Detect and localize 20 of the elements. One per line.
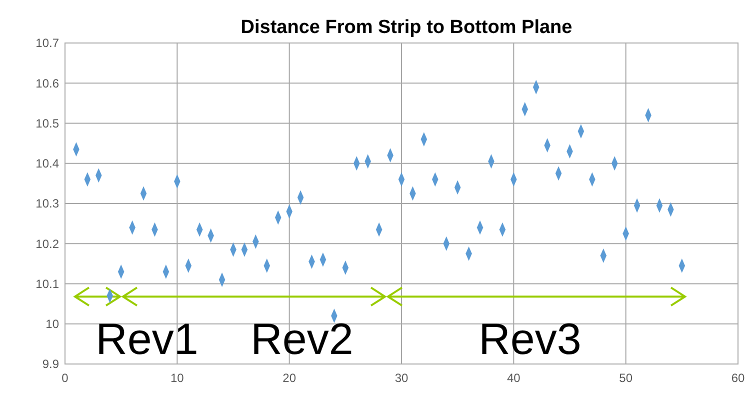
y-tick-label: 10.4 <box>36 156 60 171</box>
y-tick-label: 10.5 <box>36 116 60 130</box>
x-tick-label: 0 <box>62 371 69 385</box>
y-tick-label: 10.1 <box>36 276 60 291</box>
annotation: Rev2 <box>250 314 354 364</box>
y-tick-label: 10.6 <box>36 76 60 90</box>
x-tick-label: 10 <box>170 371 184 385</box>
x-tick-label: 30 <box>394 371 408 385</box>
x-tick-label: 40 <box>506 371 521 385</box>
x-tick-label: 20 <box>282 371 296 385</box>
y-tick-label: 9.9 <box>42 357 60 372</box>
annotation: Rev1 <box>96 314 198 364</box>
y-tick-label: 10.2 <box>36 236 60 251</box>
y-tick-label: 10.7 <box>36 36 60 50</box>
chart-title: Distance From Strip to Bottom Plane <box>240 17 572 38</box>
y-tick-label: 10.3 <box>36 196 60 211</box>
annotation: Rev3 <box>478 314 582 364</box>
x-tick-label: 60 <box>731 371 745 385</box>
x-tick-label: 50 <box>619 371 633 385</box>
y-tick-label: 10 <box>46 317 60 332</box>
